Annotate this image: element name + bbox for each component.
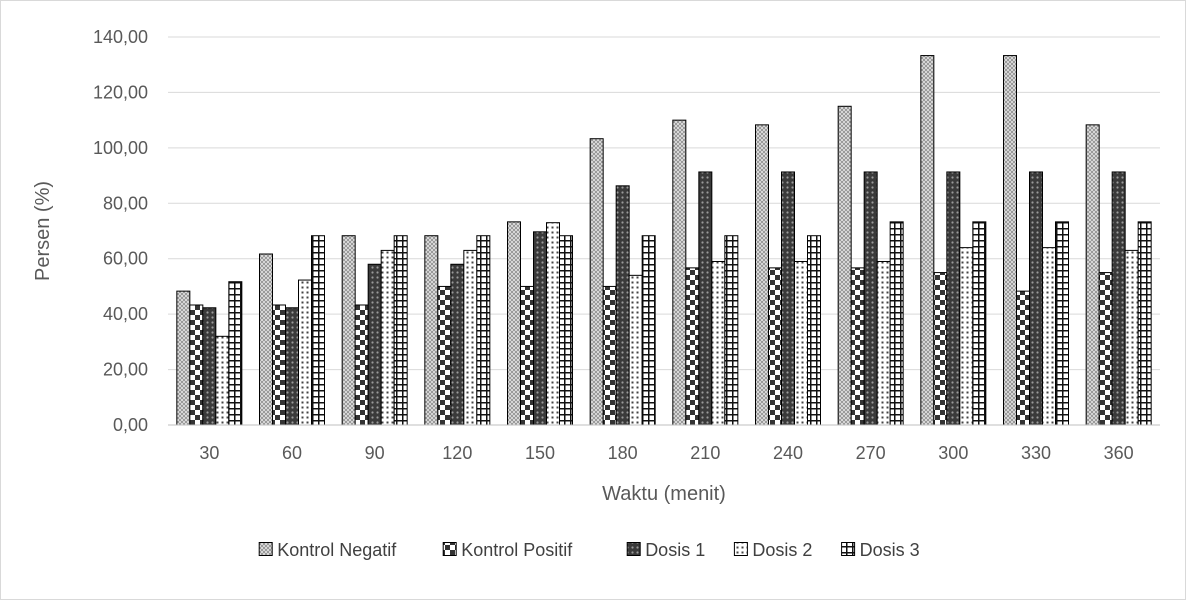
bar-dosis-2: [215, 335, 230, 426]
bar-kontrol-negatif: [1003, 55, 1017, 426]
x-tick-labels: 30 60 90 120 150 180 210 240 270 300 330 360: [199, 443, 1133, 463]
x-tick-label: 120: [442, 443, 472, 463]
y-tick-labels: 0,00 20,00 40,00 60,00 80,00 100,00 120,00 140,…: [93, 27, 148, 435]
y-axis-title: Persen (%): [32, 181, 54, 281]
bar-dosis-2: [959, 247, 974, 426]
bar-kontrol-negatif: [920, 55, 935, 426]
bar-kontrol-positif: [437, 285, 452, 426]
bar-dosis-1: [863, 171, 878, 426]
bar-kontrol-positif: [520, 285, 534, 426]
bar-kontrol-negatif: [424, 235, 439, 426]
legend-label: Kontrol Positif: [461, 540, 573, 560]
bar-dosis-3: [1137, 221, 1152, 426]
bar-dosis-1: [450, 263, 465, 426]
bar-dosis-3: [641, 235, 656, 426]
bar-kontrol-positif: [189, 304, 204, 426]
legend-label: Dosis 3: [860, 540, 920, 560]
bar-kontrol-positif: [602, 285, 617, 426]
legend: Kontrol Negatif Kontrol Positif Dosis 1 Dos…: [258, 540, 920, 560]
bar-kontrol-positif: [933, 272, 948, 426]
y-tick-label: 40,00: [103, 304, 148, 324]
bar-dosis-1: [781, 171, 795, 426]
bar-kontrol-positif: [850, 267, 865, 426]
legend-label: Dosis 2: [752, 540, 812, 560]
bar-dosis-3: [889, 221, 904, 426]
y-tick-label: 120,00: [93, 82, 148, 102]
bar-dosis-1: [367, 263, 382, 426]
bar-dosis-1: [615, 185, 630, 426]
bar-dosis-3: [476, 235, 491, 426]
bar-dosis-2: [380, 249, 395, 426]
bar-dosis-2: [628, 274, 643, 426]
x-tick-label: 30: [199, 443, 219, 463]
bar-dosis-3: [972, 221, 987, 426]
bar-dosis-1: [1111, 171, 1126, 426]
bar-dosis-1: [946, 171, 961, 426]
x-tick-label: 270: [856, 443, 886, 463]
legend-swatch: [626, 542, 641, 556]
x-tick-label: 300: [938, 443, 968, 463]
legend-swatch: [841, 542, 856, 556]
x-tick-label: 210: [690, 443, 720, 463]
bar-kontrol-negatif: [755, 124, 769, 426]
bar-kontrol-positif: [685, 267, 700, 426]
x-axis-title: Waktu (menit): [602, 483, 726, 505]
legend-swatch: [442, 542, 457, 556]
bar-kontrol-positif: [354, 304, 369, 426]
bar-dosis-3: [393, 235, 408, 426]
bar-kontrol-negatif: [672, 119, 687, 426]
bar-dosis-3: [311, 235, 325, 426]
x-tick-label: 330: [1021, 443, 1051, 463]
bar-dosis-3: [724, 235, 739, 426]
bar-dosis-2: [298, 279, 312, 426]
x-tick-label: 150: [525, 443, 555, 463]
gridlines: [168, 36, 1160, 371]
bar-dosis-2: [1042, 247, 1056, 426]
bar-kontrol-negatif: [589, 138, 604, 426]
y-tick-label: 60,00: [103, 249, 148, 269]
legend-swatch: [733, 542, 748, 556]
bar-dosis-2: [546, 222, 560, 426]
bar-kontrol-negatif: [837, 105, 852, 426]
bar-kontrol-negatif: [507, 221, 521, 426]
x-tick-label: 180: [608, 443, 638, 463]
bar-dosis-3: [559, 235, 573, 426]
x-tick-label: 360: [1104, 443, 1134, 463]
bar-dosis-1: [533, 231, 547, 426]
legend-label: Dosis 1: [645, 540, 705, 560]
bars: [176, 55, 1152, 426]
x-tick-label: 60: [282, 443, 302, 463]
y-tick-label: 0,00: [113, 415, 148, 435]
y-tick-label: 80,00: [103, 193, 148, 213]
bar-dosis-3: [1055, 221, 1069, 426]
legend-label: Kontrol Negatif: [277, 540, 397, 560]
bar-kontrol-positif: [272, 304, 286, 426]
bar-kontrol-negatif: [341, 235, 356, 426]
bar-dosis-1: [1029, 171, 1043, 426]
legend-swatch: [258, 542, 273, 556]
y-tick-label: 140,00: [93, 27, 148, 47]
bar-kontrol-negatif: [176, 290, 191, 426]
bar-kontrol-positif: [1016, 290, 1030, 426]
bar-dosis-2: [463, 249, 478, 426]
bar-dosis-2: [794, 260, 808, 426]
bar-dosis-2: [1124, 249, 1139, 426]
bar-dosis-1: [202, 307, 217, 426]
bar-kontrol-negatif: [259, 253, 273, 426]
bar-dosis-2: [711, 260, 726, 426]
bar-kontrol-positif: [768, 267, 782, 426]
bar-kontrol-positif: [1098, 272, 1113, 426]
bar-dosis-3: [228, 281, 243, 426]
bar-dosis-1: [698, 171, 713, 426]
y-tick-label: 100,00: [93, 138, 148, 158]
y-tick-label: 20,00: [103, 360, 148, 380]
x-tick-label: 90: [365, 443, 385, 463]
bar-kontrol-negatif: [1085, 124, 1100, 426]
bar-dosis-1: [285, 307, 299, 426]
bar-dosis-2: [876, 260, 891, 426]
x-tick-label: 240: [773, 443, 803, 463]
bar-dosis-3: [807, 235, 821, 426]
